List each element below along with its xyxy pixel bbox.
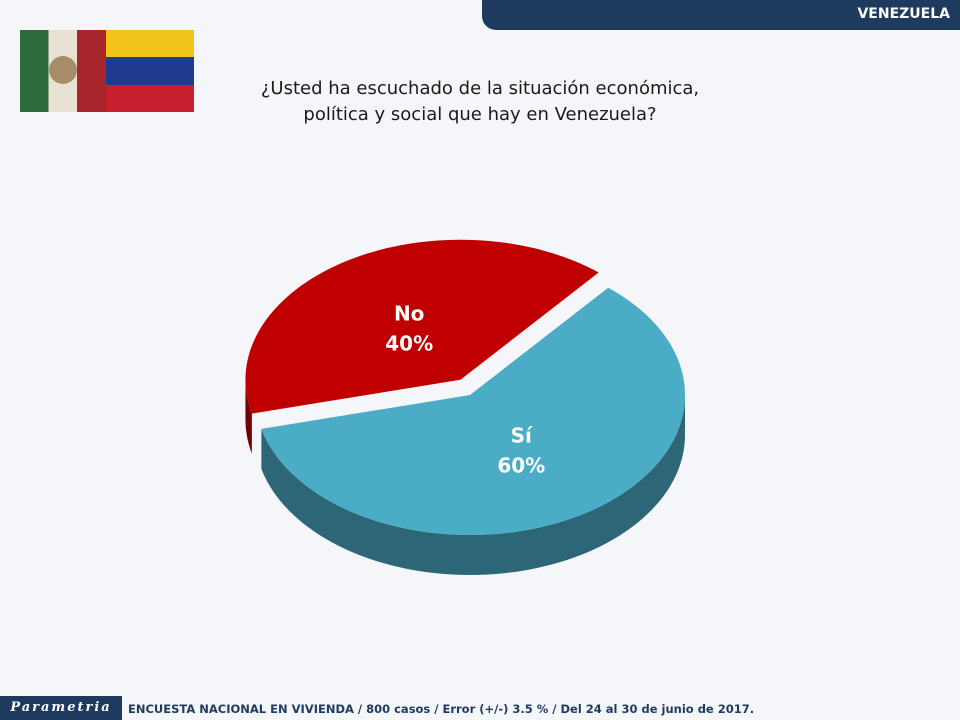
- country: VENEZUELA: [857, 6, 950, 22]
- brand: Parametria: [0, 696, 122, 720]
- slice: [245, 239, 599, 414]
- slice: [261, 287, 685, 535]
- slice-category: No: [394, 301, 424, 325]
- slice-side: [245, 379, 252, 454]
- slice-value-label: 60%: [497, 453, 545, 477]
- footnote: ENCUESTA NACIONAL EN VIVIENDA / 800 caso…: [128, 702, 755, 716]
- chart-title: ¿Usted ha escuchado de la situación econ…: [260, 78, 700, 125]
- slice-category: Sí: [511, 423, 533, 447]
- flags: [20, 30, 194, 112]
- slice-side: [261, 395, 685, 575]
- header-bar: VENEZUELA: [482, 0, 960, 30]
- slice-value-label: 40%: [385, 331, 433, 355]
